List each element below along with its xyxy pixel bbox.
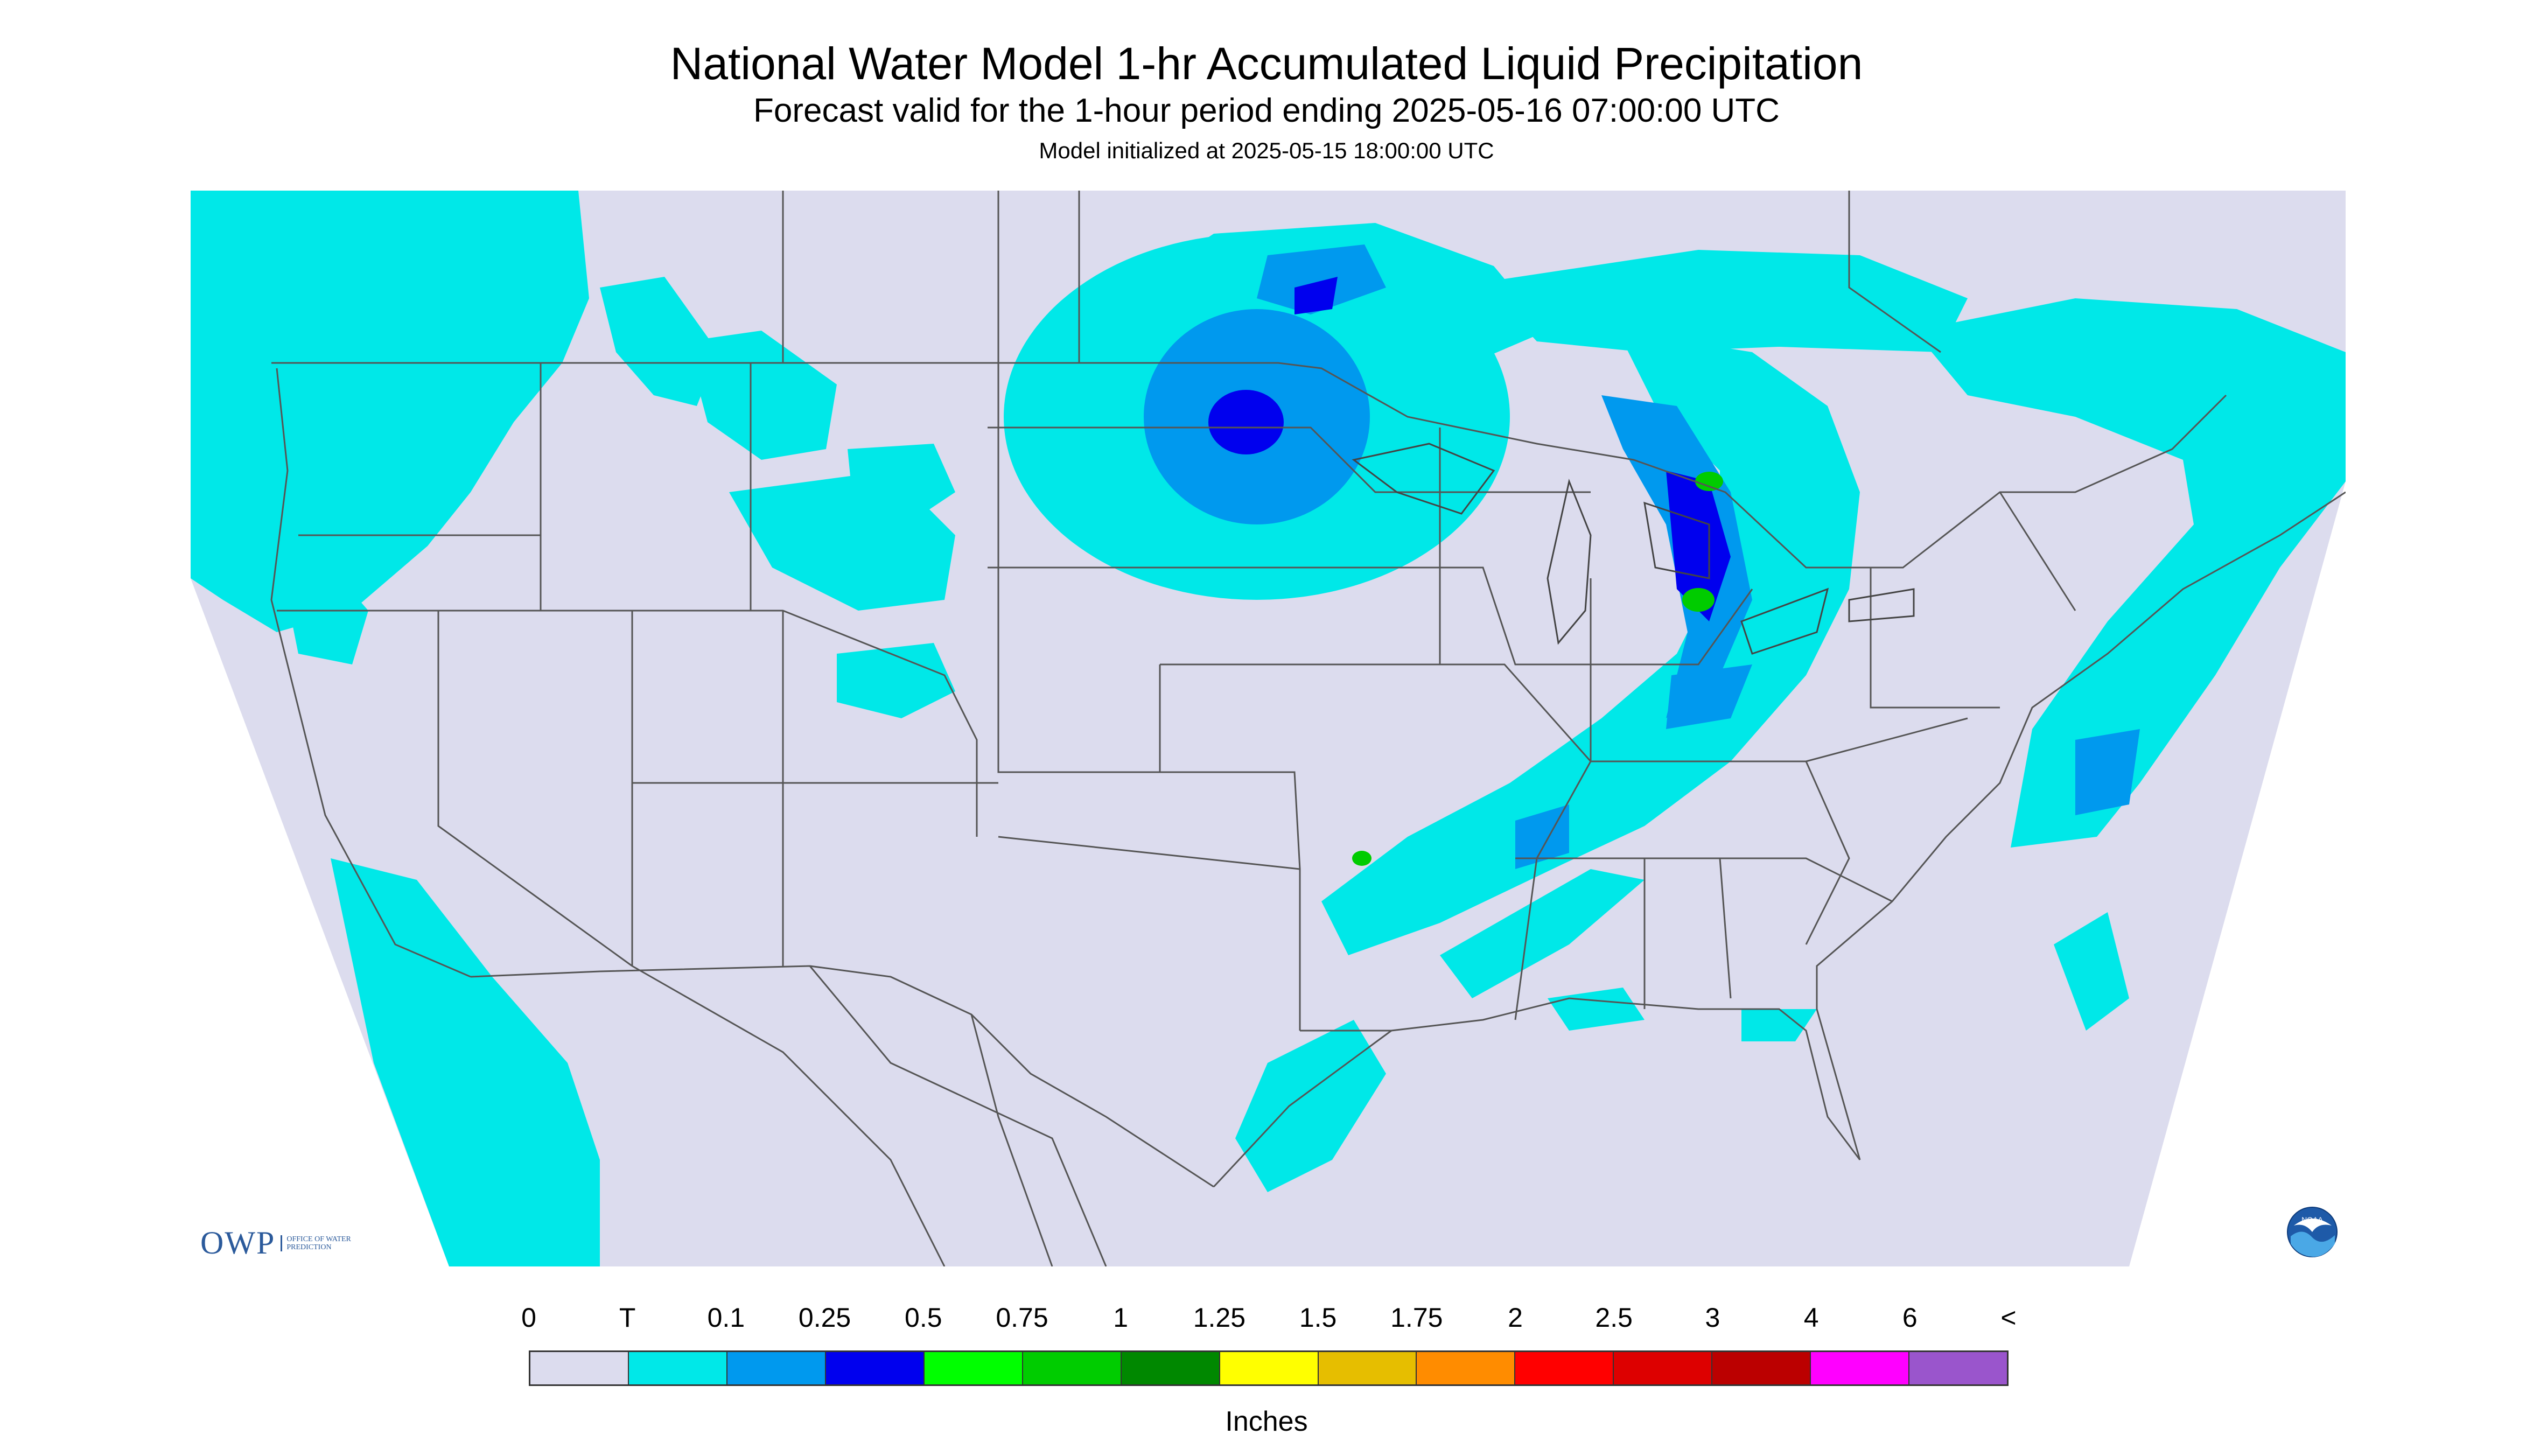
legend-swatch [628,1352,727,1384]
legend-swatch [1023,1352,1122,1384]
legend-units: Inches [1225,1406,1308,1437]
legend-swatch [1417,1352,1516,1384]
model-init-text: Model initialized at 2025-05-15 18:00:00… [1039,138,1494,163]
lake-outlines [1352,443,1915,655]
legend-swatch [1220,1352,1319,1384]
legend-tick-label: 0.25 [798,1303,851,1333]
legend-swatch [825,1352,925,1384]
legend-tick-label: 0.1 [707,1303,745,1333]
legend-swatch [1909,1352,2007,1384]
legend-tick-label: 3 [1705,1303,1720,1333]
noaa-logo: NOAA [2287,1207,2338,1257]
legend-swatch [727,1352,826,1384]
legend-tick-label: 1 [1113,1303,1129,1333]
precip-heavy-areas [1208,277,1731,621]
legend-tick-label: 4 [1803,1303,1819,1333]
map-subtitle: Forecast valid for the 1-hour period end… [753,92,1780,129]
legend-tick-label: 6 [1902,1303,1918,1333]
legend-tick-label: < [2000,1303,2017,1333]
legend-swatch [1121,1352,1220,1384]
legend-tick-label: 0.5 [905,1303,942,1333]
legend-tick-label: 0 [521,1303,536,1333]
map-title: National Water Model 1-hr Accumulated Li… [670,38,1863,89]
owp-subtext: OFFICE OF WATER PREDICTION [281,1235,351,1251]
owp-logo: OWP OFFICE OF WATER PREDICTION [200,1224,351,1262]
state-boundaries [270,191,2346,1266]
legend-swatch [1515,1352,1614,1384]
legend-tick-label: 1.75 [1390,1303,1443,1333]
legend-swatch [1318,1352,1417,1384]
legend-swatch [1811,1352,1910,1384]
owp-mark: OWP [200,1225,276,1261]
legend-tick-label: T [619,1303,636,1333]
legend-tick-label: 2 [1508,1303,1523,1333]
legend-colorbar [529,1350,2009,1386]
legend-tick-label: 1.5 [1299,1303,1337,1333]
legend-tick-label: 0.75 [996,1303,1048,1333]
legend-tick-label: 2.5 [1595,1303,1633,1333]
legend-tick-label: 1.25 [1193,1303,1246,1333]
noaa-text: NOAA [2301,1215,2323,1224]
precip-green-areas [1352,472,1723,866]
legend-swatch [1712,1352,1811,1384]
precipitation-map [191,191,2346,1266]
legend-swatch [924,1352,1023,1384]
legend-swatch [1614,1352,1713,1384]
legend-swatch [530,1352,629,1384]
